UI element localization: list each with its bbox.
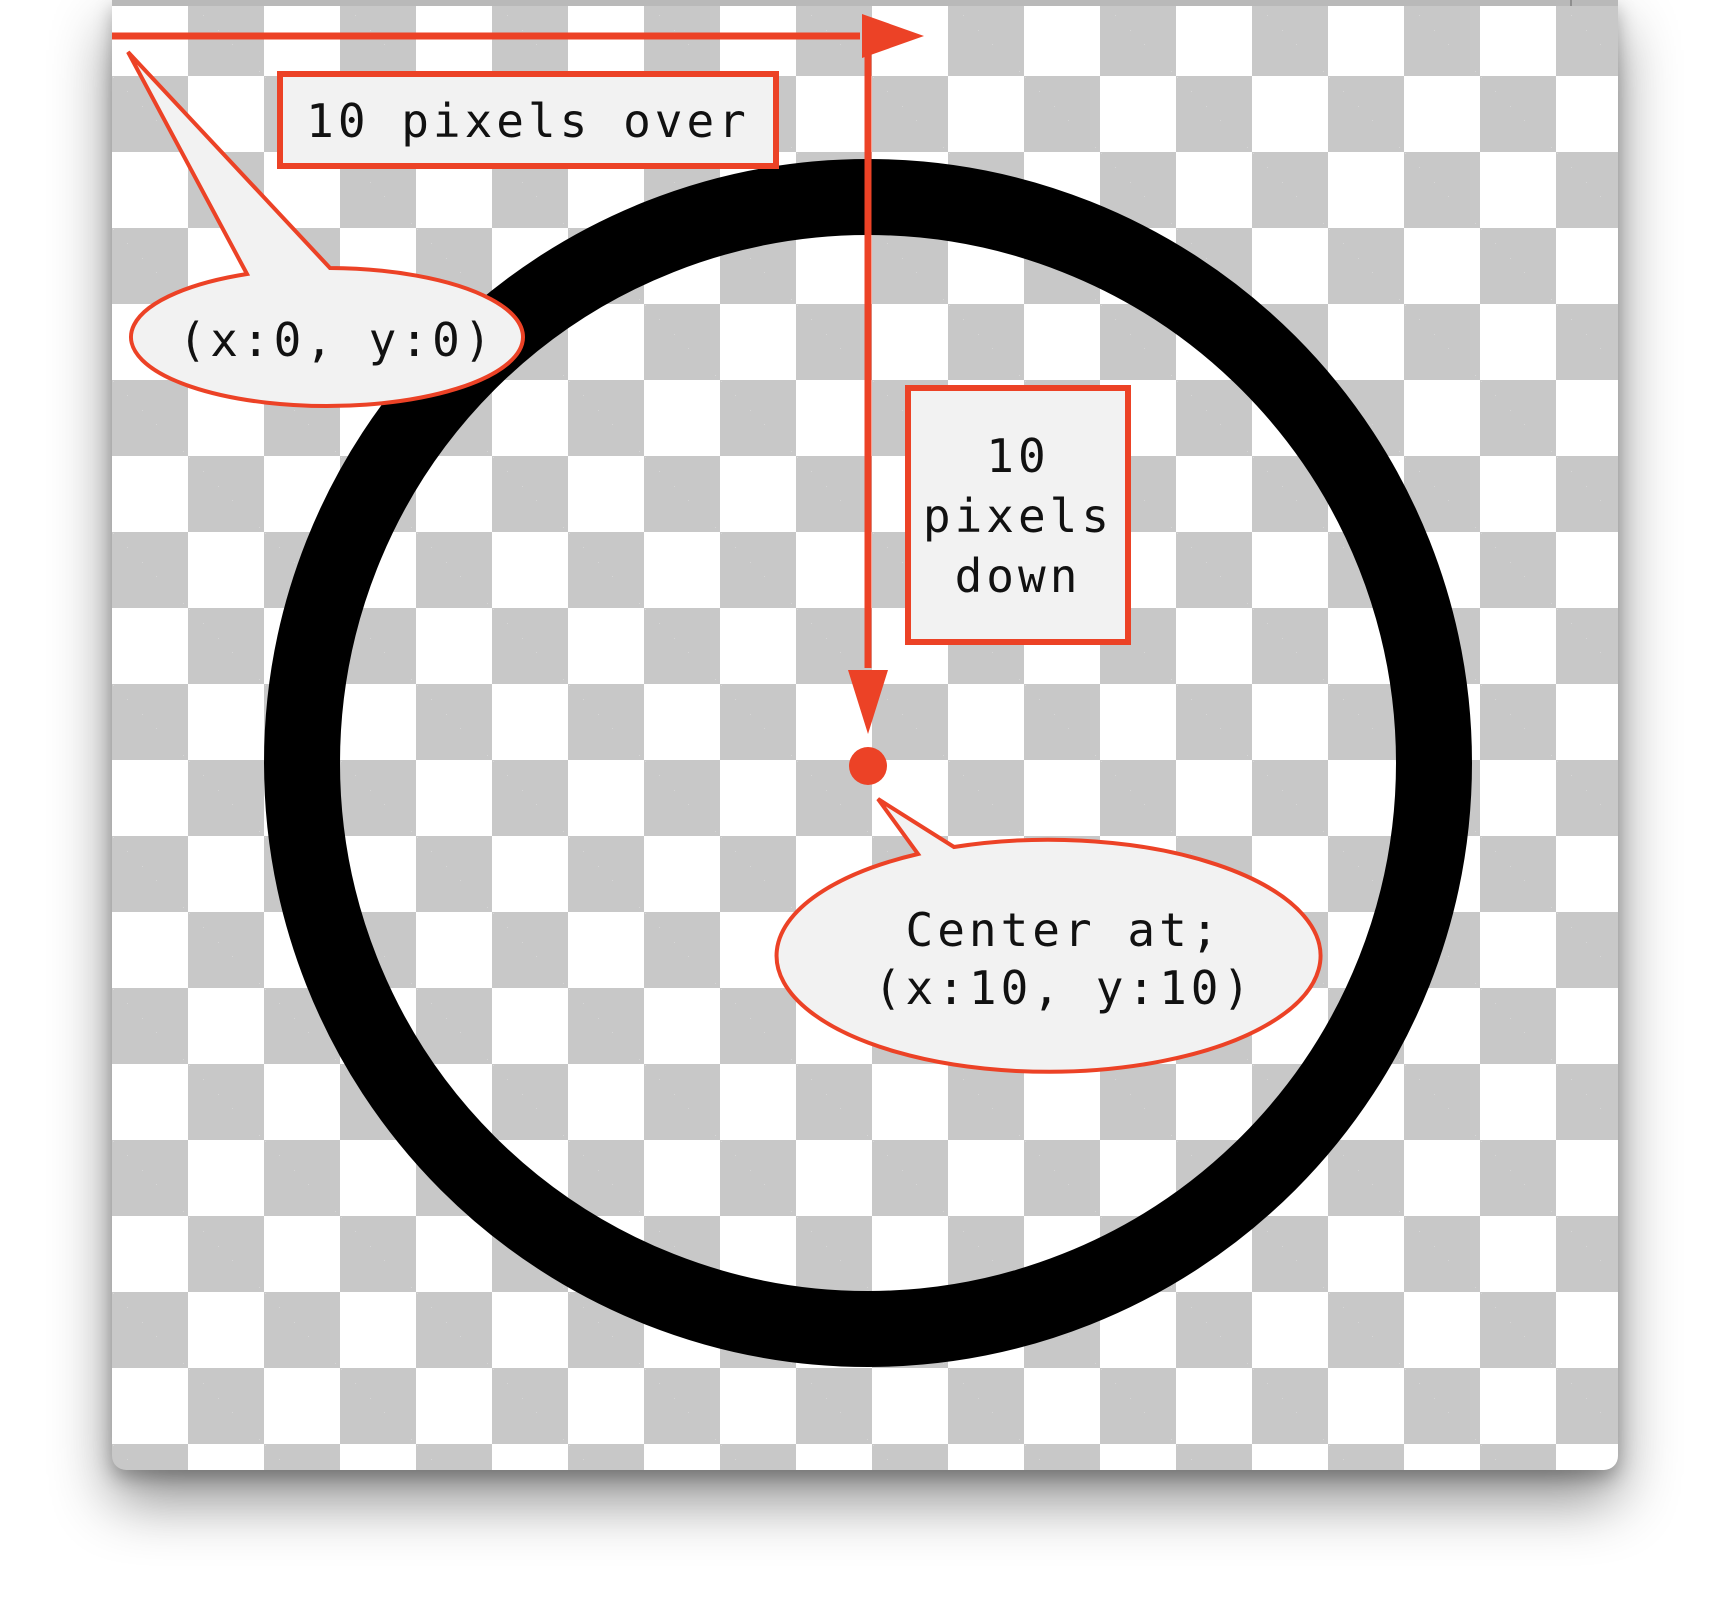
coordinate-diagram: 10 pixels over 10 pixels down (x:0, y:0)… xyxy=(112,14,1472,1367)
vertical-arrow xyxy=(848,34,888,734)
over-label: 10 pixels over xyxy=(306,94,750,148)
horizontal-arrow xyxy=(112,14,924,58)
over-label-box: 10 pixels over xyxy=(277,71,779,169)
center-dot xyxy=(849,747,887,785)
window-top-edge xyxy=(112,0,1618,6)
center-label-line-2: (x:10, y:10) xyxy=(874,961,1254,1015)
down-label-line-3: down xyxy=(955,549,1082,603)
origin-callout: (x:0, y:0) xyxy=(126,50,525,408)
down-label-line-1: 10 xyxy=(986,429,1049,483)
preview-window: 10 pixels over 10 pixels down (x:0, y:0)… xyxy=(112,0,1618,1470)
down-label-line-2: pixels xyxy=(923,489,1113,543)
down-label-box: 10 pixels down xyxy=(905,385,1131,645)
origin-label: (x:0, y:0) xyxy=(179,313,496,367)
center-callout: Center at; (x:10, y:10) xyxy=(774,797,1323,1074)
center-label-line-1: Center at; xyxy=(906,903,1223,957)
